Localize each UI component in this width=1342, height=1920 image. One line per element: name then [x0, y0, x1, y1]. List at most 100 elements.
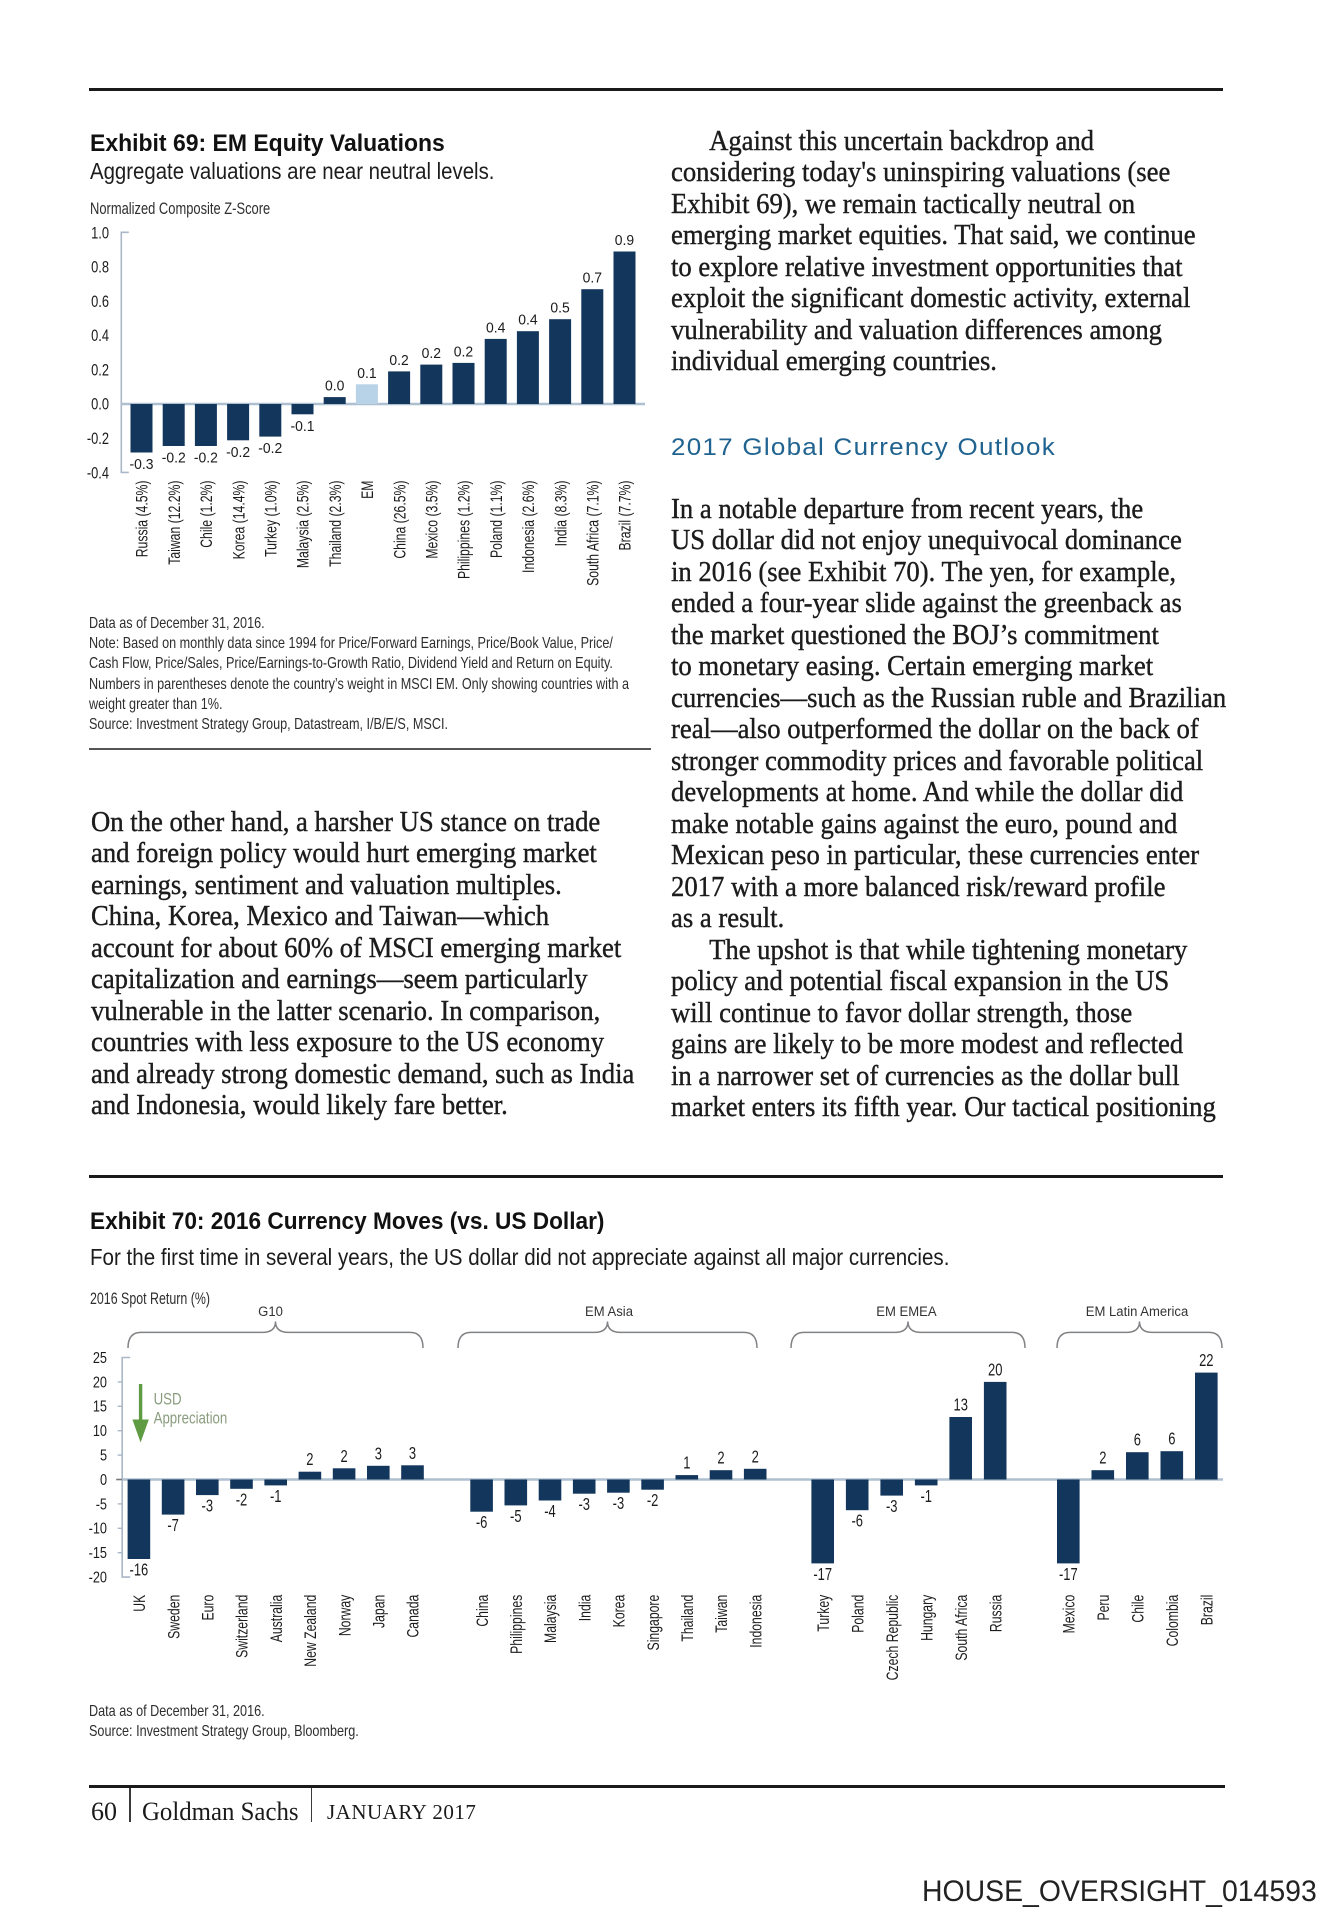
svg-text:EM EMEA: EM EMEA — [876, 1304, 936, 1319]
svg-text:-5: -5 — [510, 1507, 522, 1527]
svg-text:South Africa: South Africa — [953, 1594, 971, 1661]
svg-text:Philippines (1.2%): Philippines (1.2%) — [456, 480, 474, 579]
svg-text:South Africa (7.1%): South Africa (7.1%) — [585, 480, 603, 585]
svg-text:-2: -2 — [236, 1490, 248, 1510]
svg-text:Taiwan (12.2%): Taiwan (12.2%) — [166, 480, 184, 564]
svg-text:0.9: 0.9 — [615, 233, 634, 250]
svg-text:Indonesia: Indonesia — [748, 1594, 766, 1648]
svg-text:-17: -17 — [813, 1565, 832, 1585]
svg-text:-3: -3 — [578, 1495, 590, 1515]
svg-text:Korea: Korea — [611, 1594, 629, 1627]
svg-text:0.1: 0.1 — [357, 365, 376, 382]
svg-text:0.6: 0.6 — [91, 294, 109, 312]
svg-text:Norway: Norway — [337, 1594, 355, 1636]
svg-text:-0.4: -0.4 — [87, 465, 109, 483]
svg-text:Mexico: Mexico — [1061, 1595, 1079, 1634]
svg-text:-0.2: -0.2 — [258, 441, 282, 458]
svg-text:India (8.3%): India (8.3%) — [553, 480, 571, 546]
svg-text:-2: -2 — [647, 1491, 659, 1511]
svg-text:-3: -3 — [202, 1497, 214, 1517]
svg-text:Indonesia (2.6%): Indonesia (2.6%) — [520, 480, 538, 572]
svg-text:2: 2 — [717, 1449, 724, 1469]
svg-text:-15: -15 — [89, 1545, 107, 1562]
svg-text:Switzerland: Switzerland — [234, 1595, 252, 1658]
svg-text:Poland (1.1%): Poland (1.1%) — [488, 480, 506, 558]
svg-text:Singapore: Singapore — [645, 1595, 663, 1651]
svg-text:Malaysia (2.5%): Malaysia (2.5%) — [295, 480, 313, 568]
svg-text:2: 2 — [1099, 1449, 1106, 1469]
svg-text:-7: -7 — [167, 1516, 179, 1536]
svg-text:3: 3 — [409, 1444, 416, 1464]
svg-text:Australia: Australia — [268, 1594, 286, 1642]
svg-text:Poland: Poland — [850, 1595, 868, 1633]
svg-text:Hungary: Hungary — [919, 1594, 937, 1641]
svg-text:0.4: 0.4 — [518, 312, 537, 329]
svg-text:India: India — [577, 1594, 595, 1621]
svg-text:Czech Republic: Czech Republic — [884, 1594, 902, 1680]
svg-text:Turkey (1.0%): Turkey (1.0%) — [263, 480, 281, 556]
svg-text:Thailand (2.3%): Thailand (2.3%) — [327, 480, 345, 566]
svg-text:2: 2 — [306, 1450, 313, 1470]
svg-text:Thailand: Thailand — [679, 1595, 697, 1642]
svg-text:Colombia: Colombia — [1164, 1594, 1182, 1646]
svg-text:-3: -3 — [886, 1497, 898, 1517]
svg-text:Russia: Russia — [988, 1594, 1006, 1632]
svg-text:-0.2: -0.2 — [87, 431, 109, 449]
svg-text:-1: -1 — [270, 1487, 282, 1507]
svg-text:20: 20 — [988, 1360, 1003, 1380]
svg-text:-4: -4 — [544, 1502, 556, 1522]
svg-text:2: 2 — [340, 1447, 347, 1467]
svg-text:Chile: Chile — [1130, 1595, 1148, 1623]
svg-text:2: 2 — [752, 1447, 759, 1467]
svg-text:0.2: 0.2 — [454, 344, 473, 361]
svg-text:EM Asia: EM Asia — [585, 1304, 634, 1319]
svg-text:0.2: 0.2 — [389, 352, 408, 369]
svg-text:0.8: 0.8 — [91, 259, 109, 277]
svg-text:G10: G10 — [258, 1304, 283, 1319]
svg-text:20: 20 — [93, 1374, 107, 1391]
svg-text:Japan: Japan — [371, 1595, 389, 1628]
svg-text:Taiwan: Taiwan — [713, 1595, 731, 1633]
svg-text:0.0: 0.0 — [325, 378, 344, 395]
svg-text:Canada: Canada — [405, 1594, 423, 1637]
svg-text:Sweden: Sweden — [166, 1595, 184, 1639]
svg-text:-0.1: -0.1 — [290, 418, 314, 435]
svg-text:Appreciation: Appreciation — [154, 1409, 228, 1428]
svg-text:5: 5 — [100, 1447, 107, 1464]
svg-text:USD: USD — [154, 1390, 182, 1409]
svg-text:Mexico (3.5%): Mexico (3.5%) — [424, 480, 442, 558]
svg-text:Malaysia: Malaysia — [542, 1594, 560, 1643]
svg-text:0.0: 0.0 — [91, 396, 109, 414]
svg-text:0.5: 0.5 — [550, 300, 569, 317]
svg-text:25: 25 — [93, 1350, 107, 1367]
svg-text:China: China — [474, 1594, 492, 1627]
svg-text:1: 1 — [683, 1454, 690, 1474]
svg-text:1.0: 1.0 — [91, 225, 109, 243]
svg-text:EM Latin America: EM Latin America — [1086, 1304, 1189, 1319]
svg-text:0.4: 0.4 — [91, 328, 109, 346]
svg-text:-3: -3 — [613, 1494, 625, 1514]
svg-text:-16: -16 — [130, 1561, 149, 1581]
svg-text:0.2: 0.2 — [91, 362, 109, 380]
svg-text:Philippines: Philippines — [508, 1595, 526, 1654]
svg-text:-0.3: -0.3 — [129, 457, 153, 474]
svg-text:6: 6 — [1134, 1431, 1141, 1451]
svg-text:Korea (14.4%): Korea (14.4%) — [231, 480, 249, 559]
svg-text:-17: -17 — [1059, 1565, 1078, 1585]
svg-text:0.4: 0.4 — [486, 320, 505, 337]
svg-text:3: 3 — [375, 1444, 382, 1464]
svg-text:6: 6 — [1168, 1430, 1175, 1450]
svg-text:Chile (1.2%): Chile (1.2%) — [198, 480, 216, 547]
svg-text:-0.2: -0.2 — [194, 450, 218, 467]
svg-text:-20: -20 — [89, 1569, 107, 1586]
svg-text:Peru: Peru — [1095, 1595, 1113, 1621]
svg-text:Russia (4.5%): Russia (4.5%) — [134, 480, 152, 557]
svg-text:0.2: 0.2 — [422, 346, 441, 363]
svg-text:13: 13 — [953, 1396, 968, 1416]
svg-text:EM: EM — [359, 481, 377, 499]
svg-text:UK: UK — [131, 1595, 149, 1612]
svg-text:-10: -10 — [89, 1521, 107, 1538]
svg-text:-1: -1 — [920, 1487, 932, 1507]
svg-text:New Zealand: New Zealand — [302, 1595, 320, 1667]
svg-text:22: 22 — [1199, 1351, 1213, 1371]
